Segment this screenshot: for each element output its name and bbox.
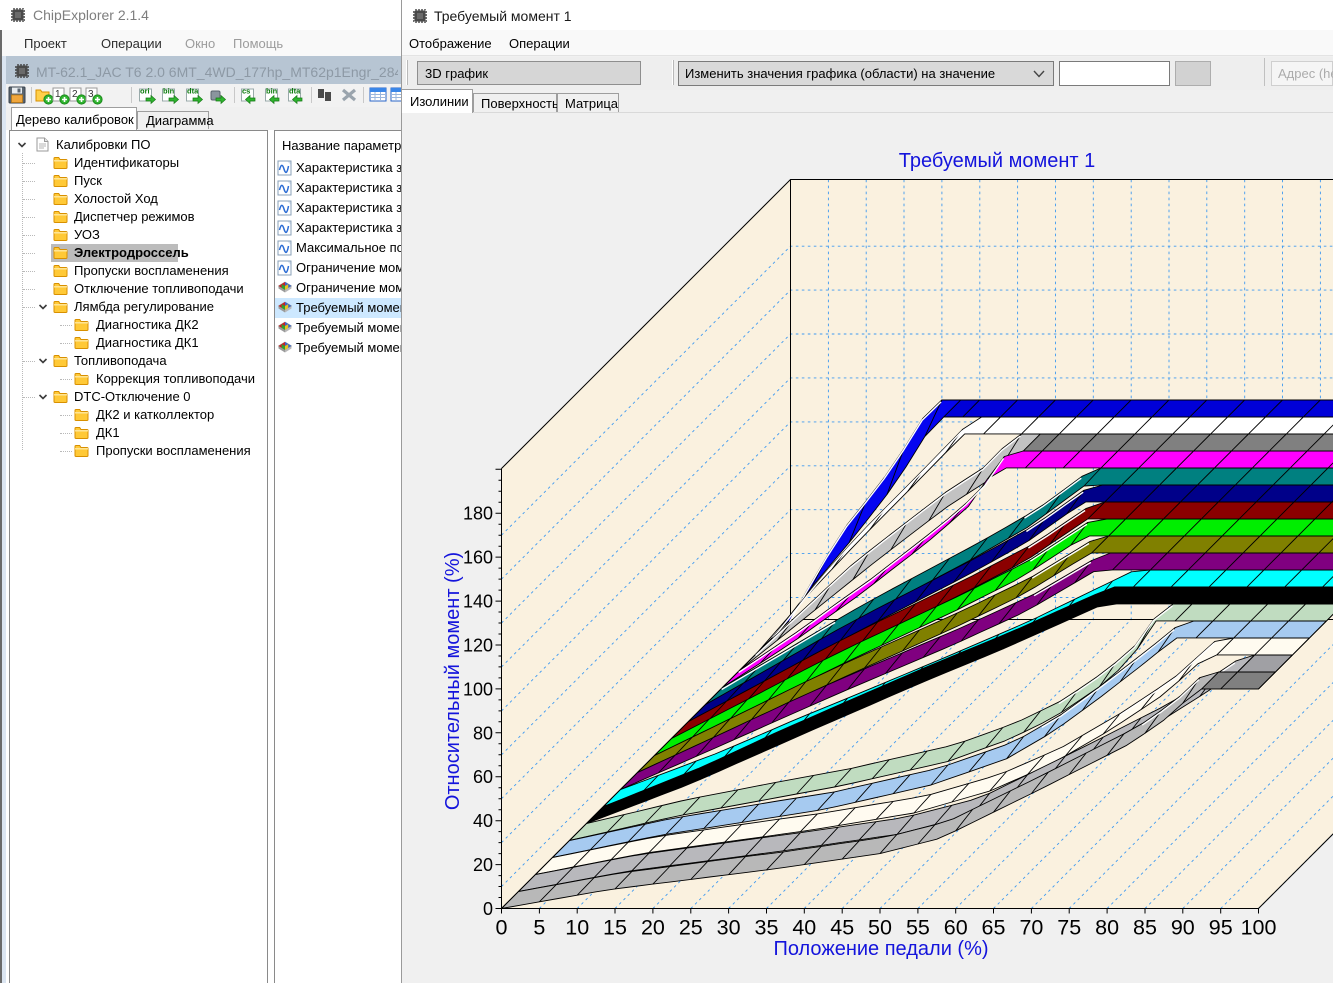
svg-text:ori: ori — [140, 87, 150, 96]
svg-text:0: 0 — [496, 916, 508, 940]
svg-text:140: 140 — [463, 592, 493, 612]
svg-text:5: 5 — [533, 916, 545, 940]
svg-text:100: 100 — [463, 679, 493, 699]
svg-text:2: 2 — [72, 89, 78, 100]
svg-text:180: 180 — [463, 504, 493, 524]
svg-text:30: 30 — [717, 916, 741, 940]
svg-text:15: 15 — [603, 916, 627, 940]
svg-text:50: 50 — [868, 916, 892, 940]
svg-text:3: 3 — [88, 89, 94, 100]
svg-text:85: 85 — [1133, 916, 1157, 940]
svg-text:55: 55 — [906, 916, 930, 940]
svg-text:80: 80 — [1095, 916, 1119, 940]
svg-text:dta: dta — [289, 87, 301, 96]
svg-text:90: 90 — [1171, 916, 1195, 940]
svg-text:20: 20 — [473, 855, 493, 875]
svg-text:70: 70 — [1019, 916, 1043, 940]
svg-text:160: 160 — [463, 548, 493, 568]
svg-text:75: 75 — [1057, 916, 1081, 940]
svg-text:35: 35 — [755, 916, 779, 940]
svg-text:Требуемый момент 1: Требуемый момент 1 — [899, 150, 1096, 172]
svg-text:65: 65 — [982, 916, 1006, 940]
svg-text:60: 60 — [473, 767, 493, 787]
svg-text:1: 1 — [55, 89, 61, 100]
svg-text:120: 120 — [463, 636, 493, 656]
svg-text:Положение педали (%): Положение педали (%) — [773, 938, 988, 960]
svg-text:cs: cs — [242, 87, 250, 96]
svg-text:45: 45 — [830, 916, 854, 940]
svg-text:bin: bin — [163, 87, 175, 96]
svg-text:10: 10 — [565, 916, 589, 940]
svg-text:bin: bin — [266, 87, 278, 96]
svg-text:95: 95 — [1209, 916, 1233, 940]
svg-text:0: 0 — [483, 899, 493, 919]
svg-text:20: 20 — [641, 916, 665, 940]
svg-text:dta: dta — [187, 87, 199, 96]
svg-text:25: 25 — [679, 916, 703, 940]
svg-text:Относительный момент (%): Относительный момент (%) — [442, 552, 464, 810]
svg-text:40: 40 — [792, 916, 816, 940]
svg-text:100: 100 — [1241, 916, 1277, 940]
svg-text:80: 80 — [473, 723, 493, 743]
svg-text:40: 40 — [473, 811, 493, 831]
svg-text:60: 60 — [944, 916, 968, 940]
